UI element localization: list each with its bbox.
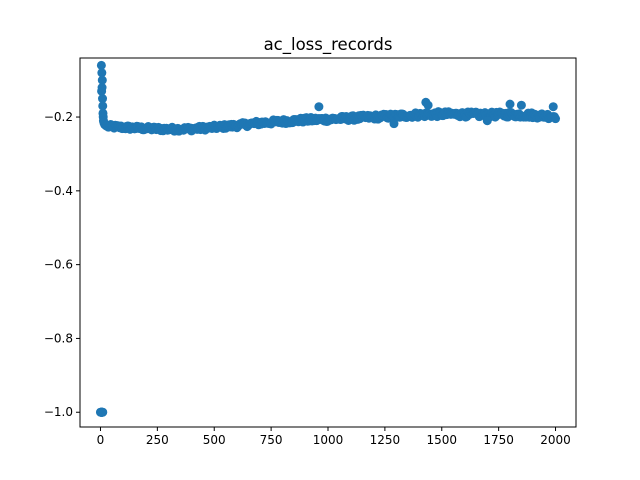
y-tick-label: −1.0 [44, 405, 73, 419]
data-point [516, 100, 526, 110]
data-point [98, 94, 108, 104]
x-tick-label: 750 [260, 433, 283, 447]
data-point [96, 60, 106, 70]
data-point [314, 102, 324, 112]
data-point [98, 101, 108, 111]
data-point [98, 407, 108, 417]
x-tick-label: 0 [97, 433, 105, 447]
data-point [482, 116, 492, 126]
data-point [97, 75, 107, 85]
x-axis: 0 250 500 750 1000 1250 1500 1750 2000 [97, 427, 571, 447]
x-tick-label: 250 [146, 433, 169, 447]
x-tick-label: 1750 [483, 433, 514, 447]
data-point [389, 119, 399, 129]
data-point [423, 100, 433, 110]
y-axis: −1.0 −0.8 −0.6 −0.4 −0.2 [44, 110, 80, 419]
y-tick-label: −0.8 [44, 331, 73, 345]
y-tick-label: −0.6 [44, 258, 73, 272]
data-point [551, 114, 561, 124]
data-point [97, 68, 107, 78]
x-tick-label: 500 [203, 433, 226, 447]
x-tick-label: 1250 [370, 433, 401, 447]
x-tick-label: 1500 [426, 433, 457, 447]
x-tick-label: 2000 [540, 433, 571, 447]
data-point [548, 102, 558, 112]
data-point [97, 83, 107, 93]
y-tick-label: −0.2 [44, 110, 73, 124]
chart-title: ac_loss_records [264, 35, 393, 55]
scatter-points [95, 60, 561, 417]
data-point [505, 99, 515, 109]
x-tick-label: 1000 [313, 433, 344, 447]
y-tick-label: −0.4 [44, 184, 73, 198]
